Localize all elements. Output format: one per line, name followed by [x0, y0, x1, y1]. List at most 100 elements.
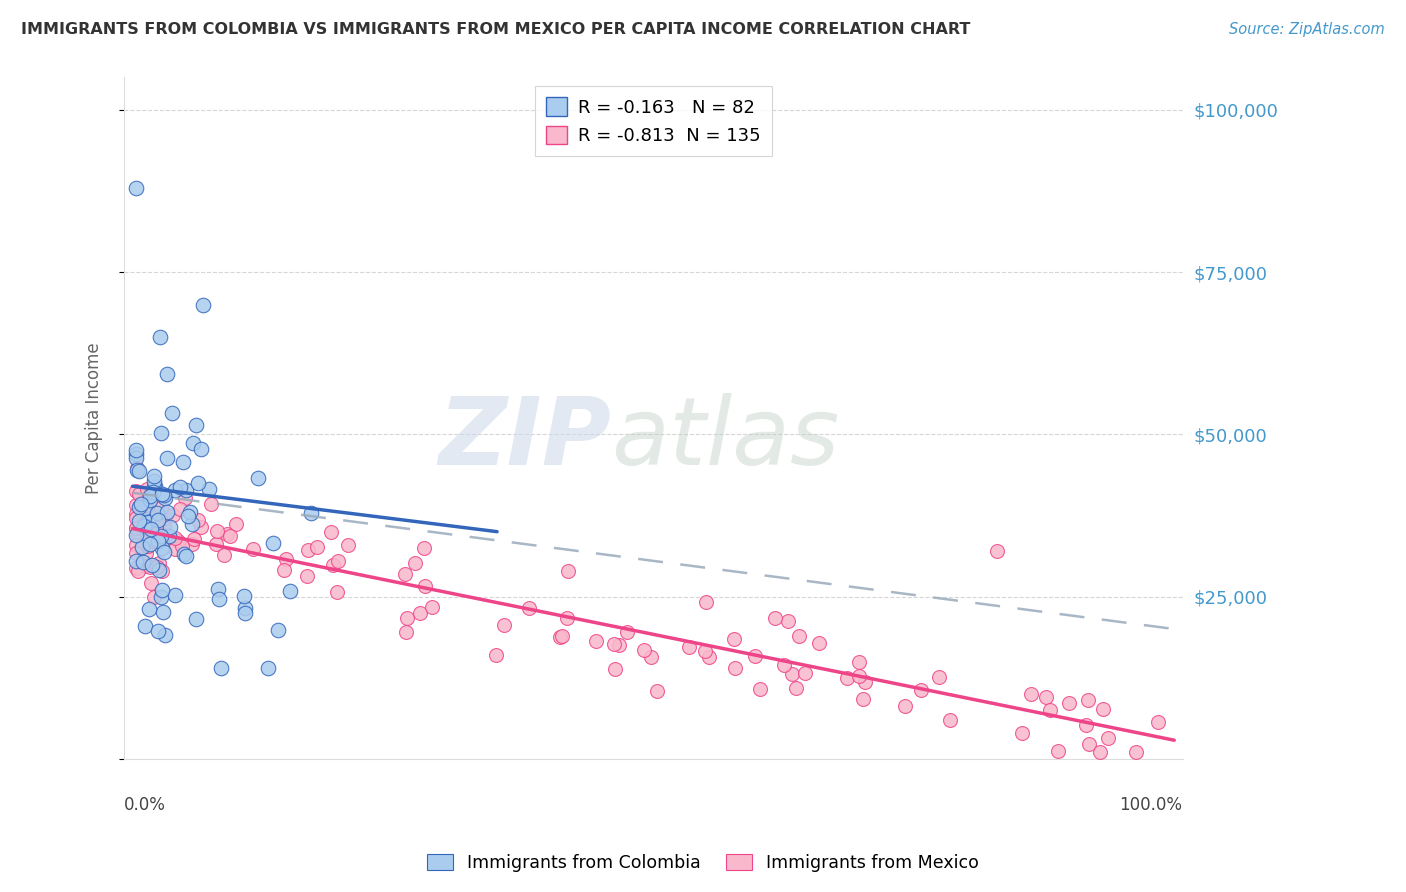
Point: [1011, 725, 1033, 739]
Point: [134, 498, 156, 512]
Point: [177, 508, 200, 523]
Point: [607, 638, 630, 652]
Point: [697, 650, 720, 665]
Point: [1125, 745, 1147, 759]
Point: [1039, 703, 1062, 717]
Point: [395, 624, 418, 639]
Point: [156, 505, 179, 519]
Point: [336, 538, 359, 552]
Point: [232, 589, 254, 603]
Point: [136, 514, 159, 528]
Point: [167, 533, 190, 548]
Point: [124, 521, 146, 535]
Point: [835, 671, 858, 685]
Point: [129, 526, 152, 541]
Point: [603, 637, 626, 651]
Point: [131, 510, 153, 524]
Point: [695, 595, 717, 609]
Point: [1046, 744, 1069, 758]
Point: [146, 624, 169, 639]
Point: [134, 619, 156, 633]
Point: [207, 524, 229, 539]
Point: [186, 476, 208, 491]
Point: [1092, 702, 1115, 716]
Point: [174, 483, 197, 497]
Point: [852, 691, 875, 706]
Point: [1147, 714, 1170, 729]
Point: [267, 623, 290, 637]
Point: [162, 406, 184, 420]
Point: [633, 642, 655, 657]
Point: [744, 649, 766, 664]
Text: 100.0%: 100.0%: [1119, 797, 1182, 814]
Point: [150, 583, 173, 598]
Point: [395, 611, 418, 625]
Point: [693, 644, 716, 658]
Point: [485, 648, 508, 662]
Point: [420, 600, 443, 615]
Point: [127, 526, 149, 541]
Point: [603, 662, 626, 676]
Point: [299, 506, 322, 520]
Point: [647, 683, 669, 698]
Point: [207, 582, 229, 597]
Point: [125, 180, 148, 194]
Point: [394, 567, 416, 582]
Point: [763, 611, 786, 625]
Point: [142, 474, 165, 488]
Point: [193, 297, 215, 311]
Point: [143, 526, 166, 541]
Point: [159, 520, 181, 534]
Point: [125, 507, 148, 521]
Point: [146, 517, 169, 532]
Point: [557, 564, 579, 578]
Point: [307, 540, 329, 554]
Point: [1088, 745, 1111, 759]
Point: [233, 606, 256, 620]
Point: [848, 669, 870, 683]
Point: [148, 556, 170, 570]
Point: [517, 600, 540, 615]
Point: [225, 516, 247, 531]
Point: [138, 515, 160, 529]
Point: [148, 533, 170, 548]
Point: [150, 501, 173, 516]
Point: [162, 508, 184, 522]
Point: [174, 491, 197, 505]
Point: [181, 537, 204, 551]
Point: [939, 714, 962, 728]
Point: [125, 546, 148, 560]
Point: [165, 542, 187, 557]
Point: [163, 588, 186, 602]
Point: [125, 447, 148, 461]
Point: [156, 368, 179, 382]
Point: [128, 487, 150, 501]
Point: [143, 479, 166, 493]
Point: [173, 547, 195, 561]
Point: [776, 614, 799, 628]
Point: [141, 558, 163, 572]
Point: [322, 558, 344, 573]
Point: [246, 471, 269, 485]
Point: [142, 534, 165, 549]
Point: [198, 482, 221, 496]
Point: [128, 514, 150, 528]
Point: [134, 500, 156, 515]
Point: [152, 486, 174, 500]
Point: [139, 522, 162, 536]
Legend: Immigrants from Colombia, Immigrants from Mexico: Immigrants from Colombia, Immigrants fro…: [420, 847, 986, 879]
Point: [156, 451, 179, 466]
Point: [136, 532, 159, 546]
Point: [136, 539, 159, 553]
Point: [124, 521, 146, 535]
Point: [124, 528, 146, 542]
Point: [409, 607, 432, 621]
Point: [262, 536, 284, 550]
Point: [163, 531, 186, 545]
Point: [143, 480, 166, 494]
Text: 0.0%: 0.0%: [124, 797, 166, 814]
Point: [169, 501, 191, 516]
Point: [555, 611, 578, 625]
Point: [124, 484, 146, 499]
Point: [153, 519, 176, 533]
